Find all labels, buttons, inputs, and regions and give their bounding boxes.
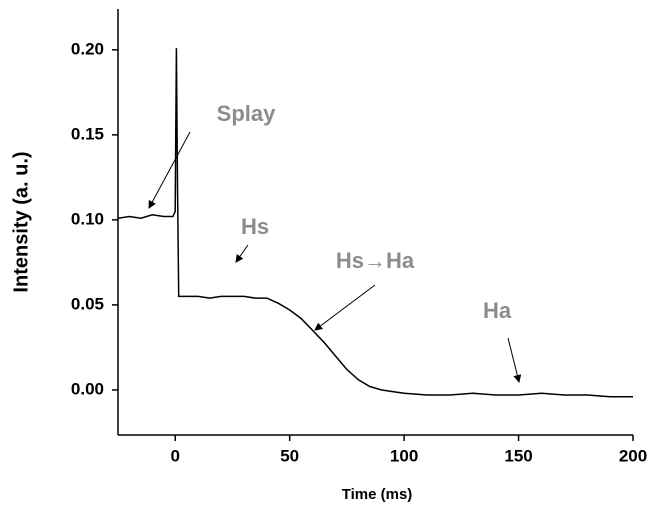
arrow xyxy=(314,284,376,331)
y-axis-label: Intensity (a. u.) xyxy=(10,151,32,292)
annotation: Hs→Ha xyxy=(336,248,415,273)
arrow xyxy=(235,244,249,263)
x-tick-label: 0 xyxy=(170,446,179,465)
arrow xyxy=(148,131,191,209)
y-tick-label: 0.15 xyxy=(71,124,104,143)
y-tick-label: 0.20 xyxy=(71,39,104,58)
annotation: Ha xyxy=(483,298,512,323)
x-axis-label: Time (ms) xyxy=(342,486,413,503)
arrow xyxy=(507,337,522,383)
data-line xyxy=(117,48,633,398)
y-tick-label: 0.00 xyxy=(71,379,104,398)
x-tick-label: 200 xyxy=(619,446,647,465)
x-tick-label: 50 xyxy=(280,446,299,465)
x-tick-label: 100 xyxy=(390,446,418,465)
arrows xyxy=(148,131,522,383)
annotation: Splay xyxy=(217,101,276,126)
annotation: Hs xyxy=(241,214,269,239)
y-tick-label: 0.05 xyxy=(71,294,104,313)
y-tick-label: 0.10 xyxy=(71,209,104,228)
x-tick-label: 150 xyxy=(504,446,532,465)
